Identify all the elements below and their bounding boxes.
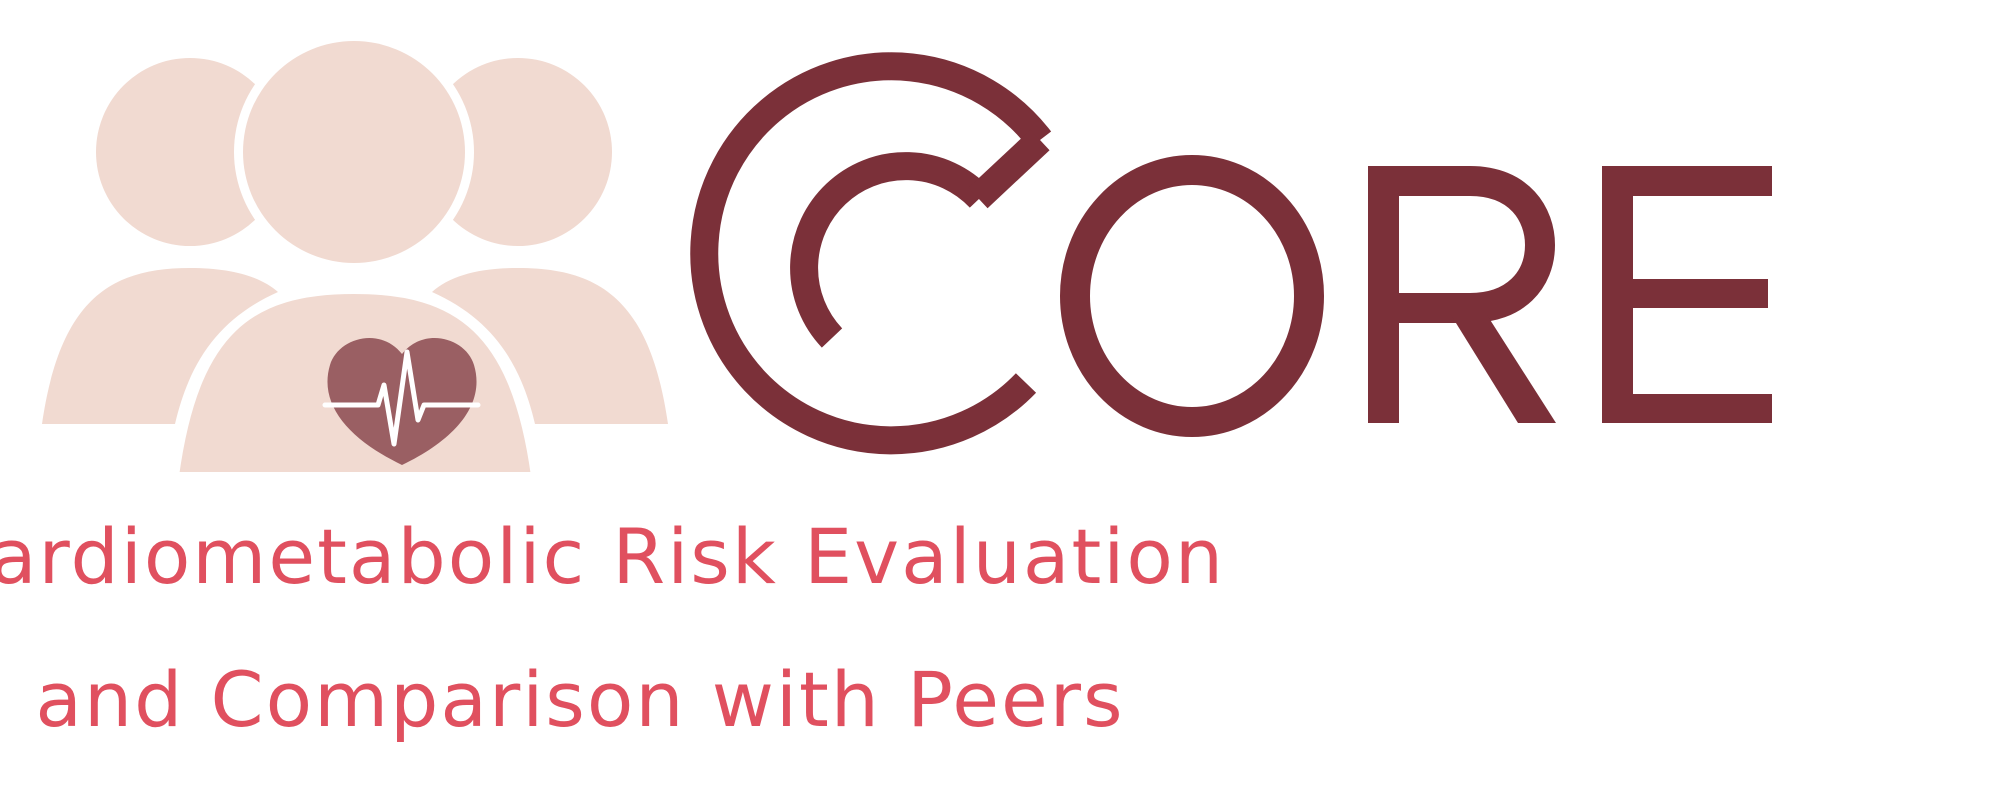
heart-icon — [322, 338, 481, 465]
core-wordmark — [690, 52, 1772, 455]
wordmark-letter-o — [1060, 155, 1324, 437]
wordmark-letter-e — [1602, 166, 1772, 423]
person-left — [42, 58, 284, 424]
heartbeat-line-icon — [322, 349, 481, 447]
people-group-icon — [42, 32, 668, 480]
person-right — [424, 58, 668, 424]
wordmark-letter-c — [690, 52, 1052, 455]
tagline-line-1: Cardiometabolic Risk Evaluation — [0, 512, 1226, 601]
tagline-line-2: and Comparison with Peers — [35, 655, 1125, 744]
wordmark-letter-r — [1368, 166, 1556, 423]
